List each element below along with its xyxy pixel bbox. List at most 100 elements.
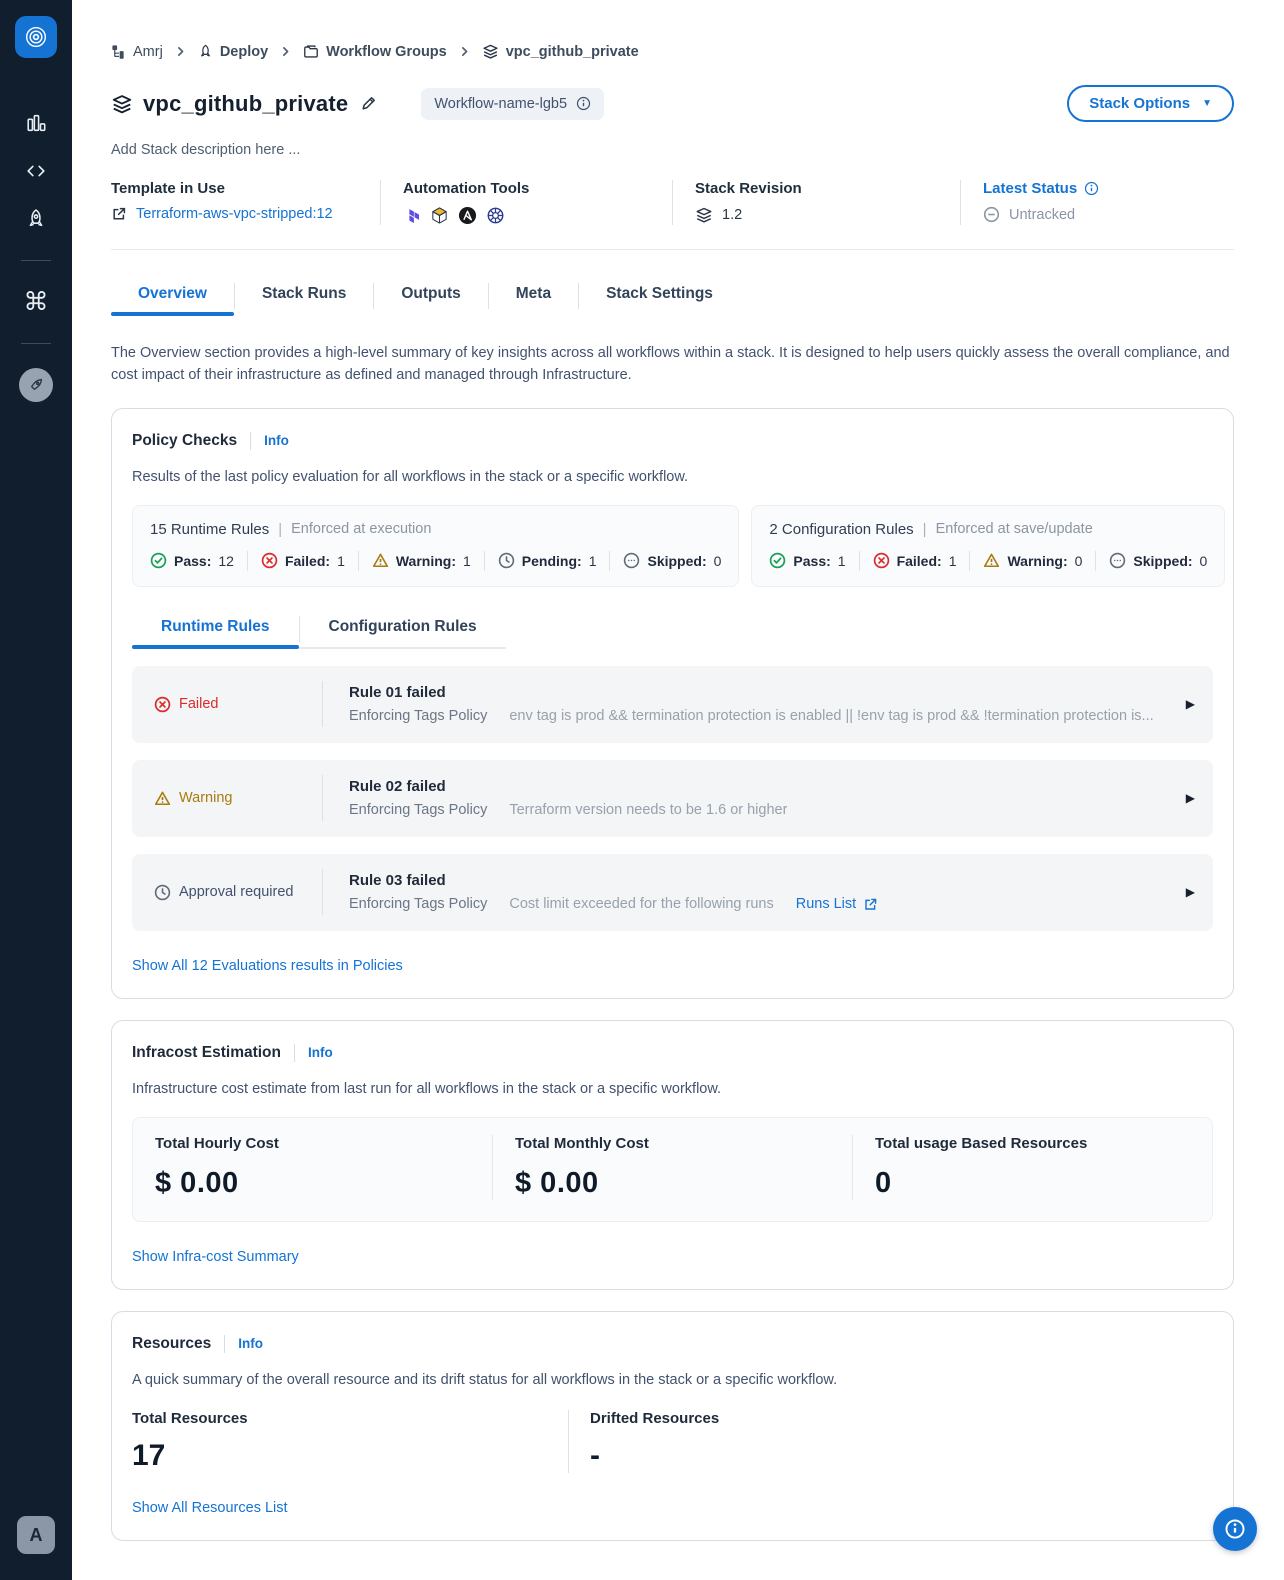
stat-pass: Pass: 12 xyxy=(150,552,234,569)
clock-icon xyxy=(154,884,171,901)
clock-icon xyxy=(498,553,514,569)
warning-triangle-icon xyxy=(984,553,1000,568)
user-avatar[interactable]: A xyxy=(17,1516,55,1554)
rule-row-2[interactable]: Warning Rule 02 failed Enforcing Tags Po… xyxy=(132,759,1213,837)
pipe-separator: | xyxy=(922,520,927,538)
subtab-configuration-rules[interactable]: Configuration Rules xyxy=(328,617,477,635)
stack-revision-label: Stack Revision xyxy=(695,180,802,197)
stack-options-button[interactable]: Stack Options ▼ xyxy=(1067,85,1234,122)
runs-list-link[interactable]: Runs List xyxy=(796,896,878,912)
overview-intro-text: The Overview section provides a high-lev… xyxy=(111,345,1230,384)
show-infracost-summary-link[interactable]: Show Infra-cost Summary xyxy=(132,1248,299,1265)
info-icon xyxy=(576,96,591,111)
app-sidebar: ⌘ A xyxy=(0,0,72,1580)
external-link-icon xyxy=(113,207,126,220)
breadcrumb-label: Amrj xyxy=(133,43,163,60)
stat-separator xyxy=(246,550,248,571)
help-info-button[interactable] xyxy=(1213,1507,1257,1551)
expand-row-icon[interactable]: ▶ xyxy=(1185,697,1195,712)
stat-separator xyxy=(609,550,611,571)
header-divider xyxy=(111,249,1234,250)
stat-failed: Failed: 1 xyxy=(261,552,345,569)
explore-rocket-icon[interactable] xyxy=(19,368,53,402)
info-icon xyxy=(1085,181,1099,196)
rule-policy-name: Enforcing Tags Policy xyxy=(349,802,488,819)
expand-row-icon[interactable]: ▶ xyxy=(1185,791,1195,806)
stat-warning: Warning: 1 xyxy=(372,552,471,569)
breadcrumb-stack[interactable]: vpc_github_private xyxy=(482,43,639,60)
infracost-stats: Total Hourly Cost $ 0.00 Total Monthly C… xyxy=(132,1116,1213,1222)
tab-meta[interactable]: Meta xyxy=(515,285,552,302)
cube-package-icon xyxy=(432,207,447,224)
stat-separator xyxy=(858,550,860,571)
tab-stack-runs[interactable]: Stack Runs xyxy=(261,285,347,302)
chevron-right-icon xyxy=(458,45,471,58)
policy-checks-card: Policy Checks Info Results of the last p… xyxy=(111,407,1234,999)
automation-tools-label: Automation Tools xyxy=(403,180,530,197)
configuration-rules-summary: 2 Configuration Rules | Enforced at save… xyxy=(751,504,1226,587)
meta-automation-tools: Automation Tools xyxy=(380,180,672,225)
edit-title-icon[interactable] xyxy=(360,95,377,112)
command-icon[interactable]: ⌘ xyxy=(23,287,49,316)
runtime-rules-enforcement: Enforced at execution xyxy=(291,521,432,538)
total-resources: Total Resources 17 xyxy=(132,1409,248,1472)
show-all-resources-link[interactable]: Show All Resources List xyxy=(132,1499,288,1516)
rule-body: Rule 02 failed Enforcing Tags Policy Ter… xyxy=(349,778,1172,818)
rocket-icon xyxy=(200,44,210,57)
helm-icon xyxy=(487,207,504,224)
app-logo[interactable] xyxy=(15,16,57,58)
sidebar-nav: ⌘ xyxy=(19,106,53,402)
template-label: Template in Use xyxy=(111,180,225,197)
meta-stack-revision: Stack Revision 1.2 xyxy=(672,180,960,225)
rule-policy-name: Enforcing Tags Policy xyxy=(349,896,488,913)
stat-pass: Pass: 1 xyxy=(769,552,846,569)
stack-tabs: Overview Stack Runs Outputs Meta Stack S… xyxy=(111,281,1234,316)
dotted-circle-icon xyxy=(624,553,640,569)
stack-meta-row: Template in Use Terraform-aws-vpc-stripp… xyxy=(111,180,1234,225)
x-circle-icon xyxy=(873,553,889,569)
workflow-name-label: Workflow-name-lgb5 xyxy=(434,95,568,112)
workflow-name-badge[interactable]: Workflow-name-lgb5 xyxy=(421,87,605,120)
infracost-description: Infrastructure cost estimate from last r… xyxy=(132,1080,722,1097)
stack-layers-icon xyxy=(696,207,712,223)
rule-detail: Terraform version needs to be 1.6 or hig… xyxy=(509,802,788,819)
policy-subtabs: Runtime Rules Configuration Rules xyxy=(132,614,506,649)
total-monthly-cost: Total Monthly Cost $ 0.00 xyxy=(492,1134,852,1200)
rule-title: Rule 02 failed xyxy=(349,778,446,796)
expand-row-icon[interactable]: ▶ xyxy=(1185,885,1195,900)
code-icon[interactable] xyxy=(19,154,53,188)
resources-stats: Total Resources 17 Drifted Resources - xyxy=(132,1409,1213,1473)
rocket-icon[interactable] xyxy=(19,202,53,236)
rule-detail: Cost limit exceeded for the following ru… xyxy=(509,896,774,913)
infracost-info-link[interactable]: Info xyxy=(308,1045,333,1061)
breadcrumb-org[interactable]: Amrj xyxy=(111,44,163,60)
tab-stack-settings[interactable]: Stack Settings xyxy=(606,285,713,302)
rule-divider xyxy=(322,681,323,728)
resources-card: Resources Info A quick summary of the ov… xyxy=(111,1310,1234,1541)
show-all-evaluations-link[interactable]: Show All 12 Evaluations results in Polic… xyxy=(132,957,403,974)
infracost-title: Infracost Estimation xyxy=(132,1043,281,1061)
x-circle-icon xyxy=(261,553,278,569)
latest-status-link[interactable]: Latest Status xyxy=(983,180,1214,197)
stack-revision-value: 1.2 xyxy=(722,207,743,223)
tab-overview[interactable]: Overview xyxy=(111,281,234,316)
breadcrumb-label: Workflow Groups xyxy=(326,43,447,60)
tab-outputs[interactable]: Outputs xyxy=(401,285,461,302)
tab-separator xyxy=(487,283,489,309)
configuration-rules-count: 2 Configuration Rules xyxy=(769,520,914,538)
configuration-rules-enforcement: Enforced at save/update xyxy=(935,521,1093,538)
policy-checks-description: Results of the last policy evaluation fo… xyxy=(132,468,689,485)
policy-checks-info-link[interactable]: Info xyxy=(264,433,289,449)
breadcrumb-workflow-groups[interactable]: Workflow Groups xyxy=(303,44,447,60)
breadcrumb-label: vpc_github_private xyxy=(505,43,639,60)
chevron-right-icon xyxy=(279,45,292,58)
subtab-runtime-rules[interactable]: Runtime Rules xyxy=(132,614,299,649)
stack-description-placeholder[interactable]: Add Stack description here ... xyxy=(111,142,301,158)
rule-row-1[interactable]: Failed Rule 01 failed Enforcing Tags Pol… xyxy=(132,665,1213,743)
dashboard-bar-chart-icon[interactable] xyxy=(19,106,53,140)
breadcrumb-deploy[interactable]: Deploy xyxy=(198,44,268,60)
pipe-separator: | xyxy=(278,520,283,538)
template-link[interactable]: Terraform-aws-vpc-stripped:12 xyxy=(136,206,333,222)
resources-info-link[interactable]: Info xyxy=(238,1336,264,1352)
rule-row-3[interactable]: Approval required Rule 03 failed Enforci… xyxy=(132,853,1213,931)
